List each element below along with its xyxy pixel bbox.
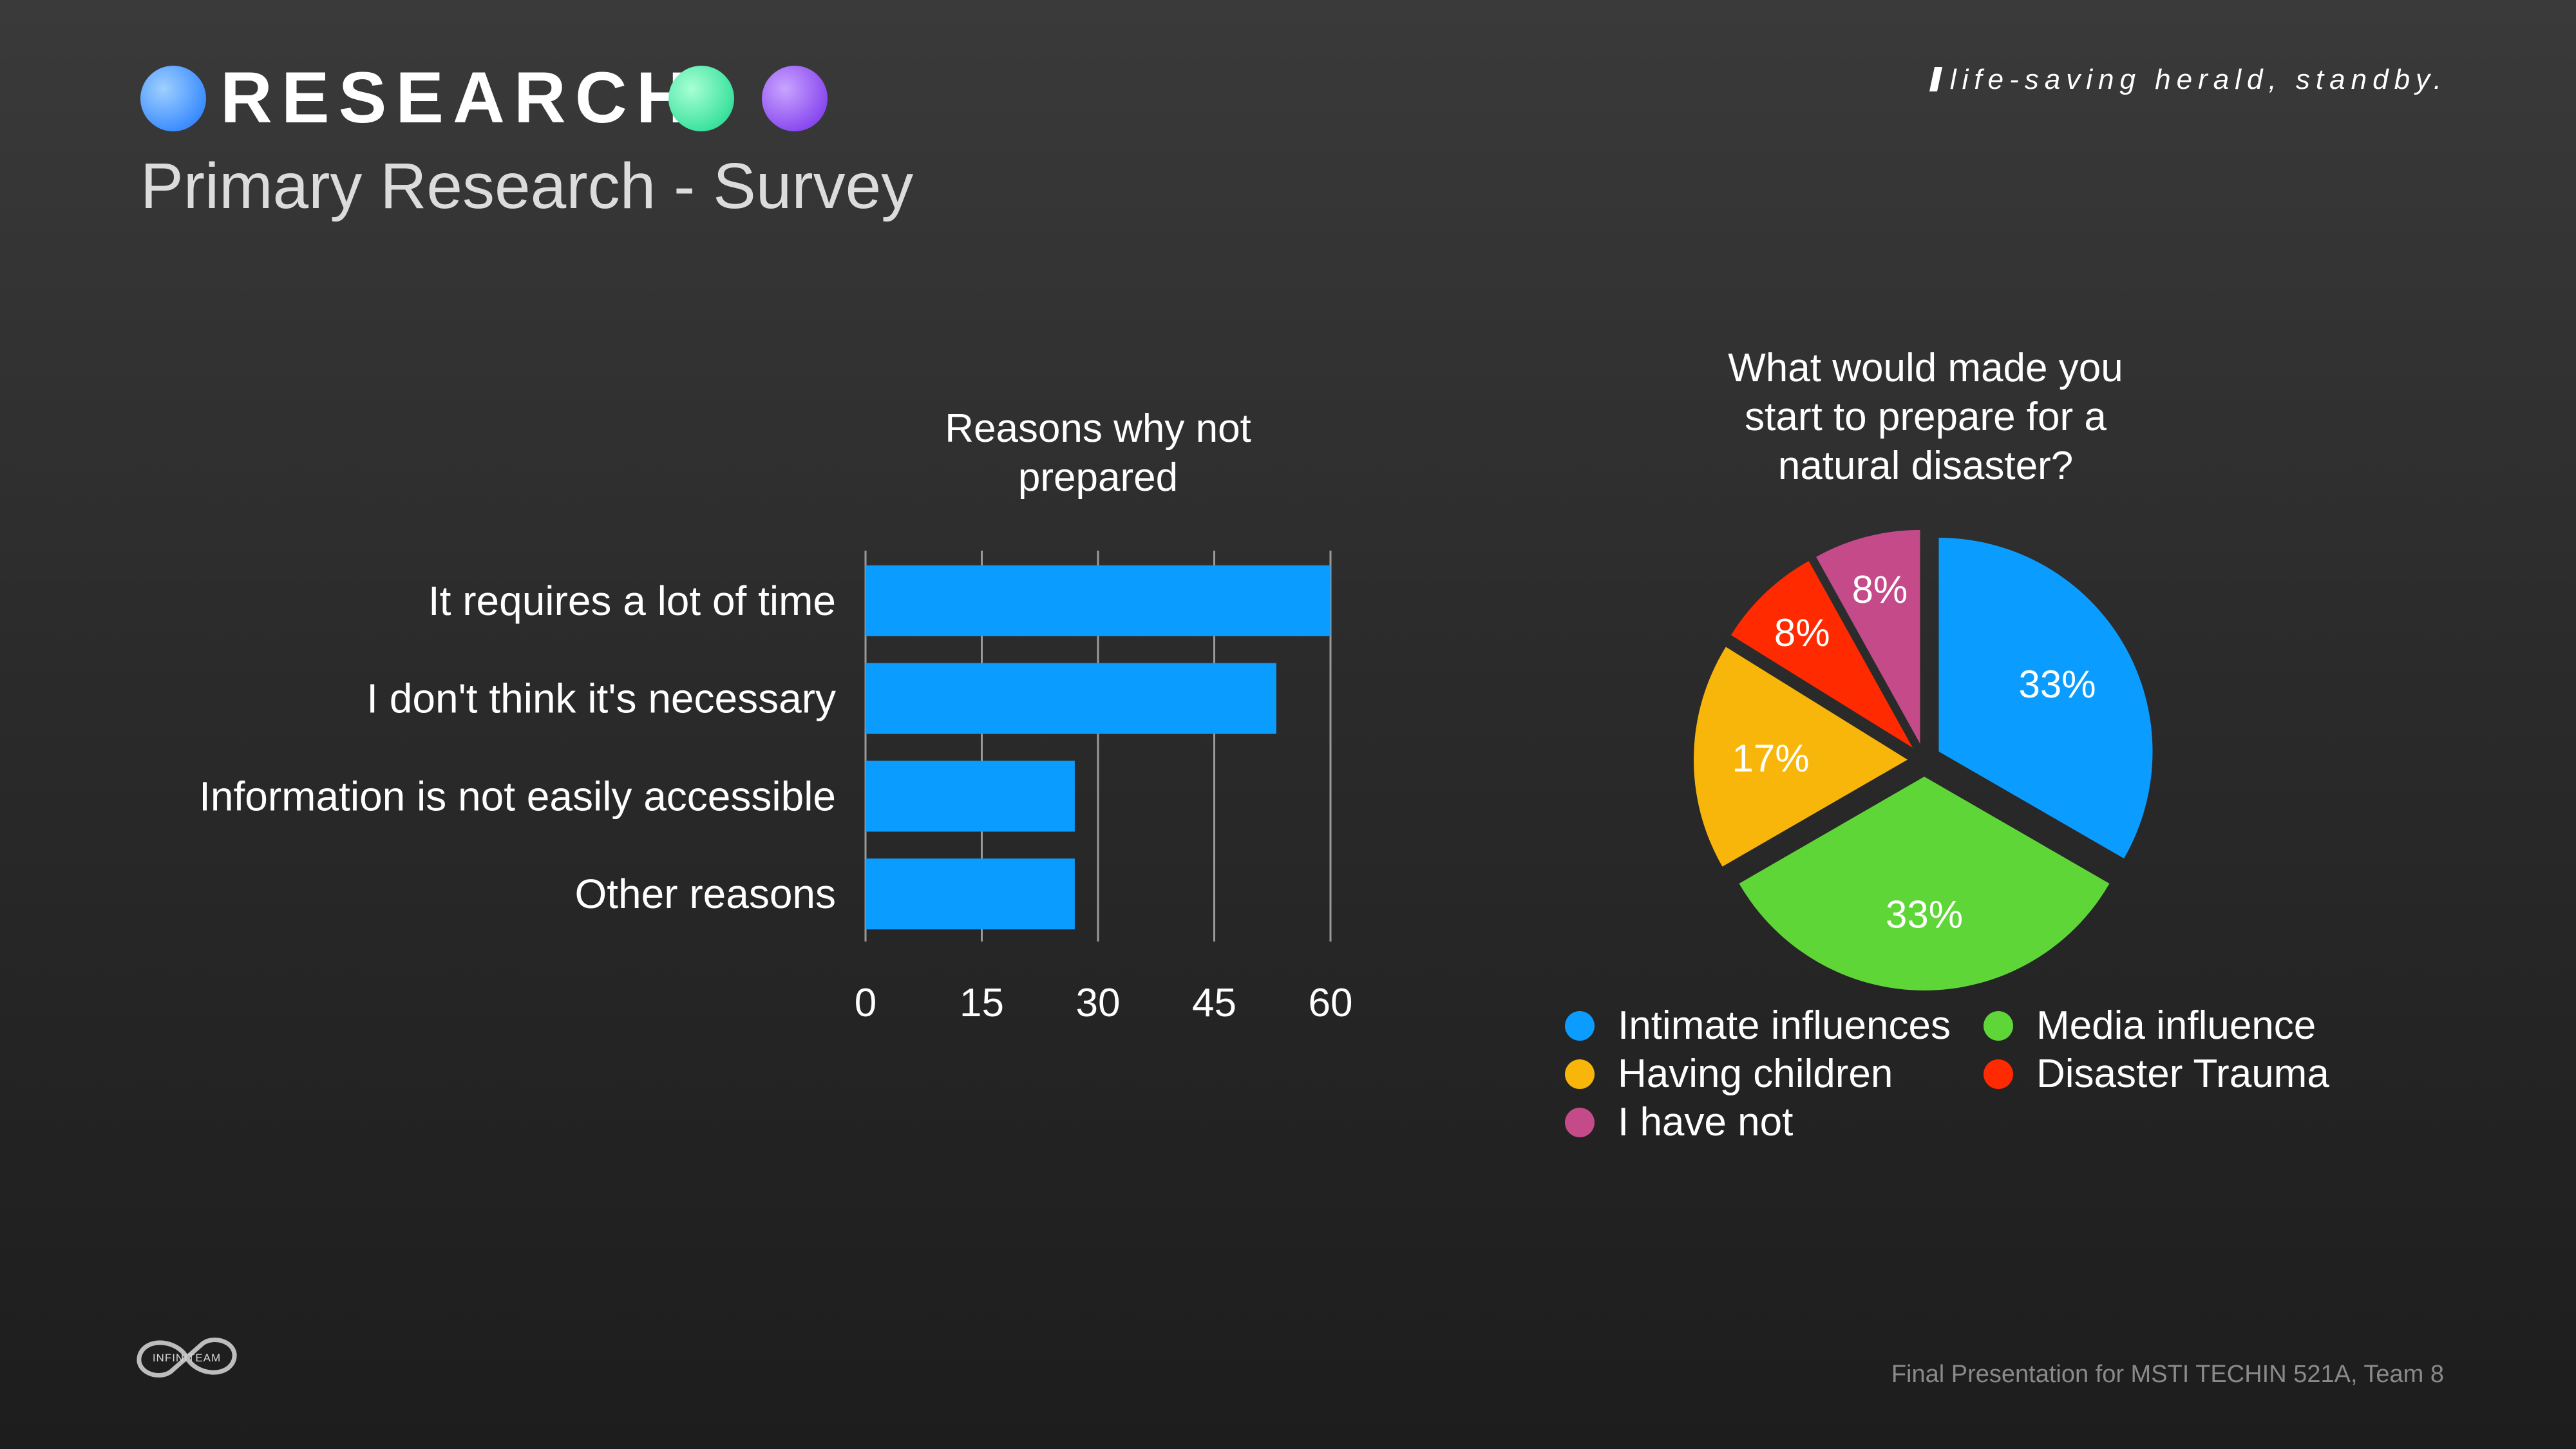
pie-slice (1694, 647, 1908, 867)
legend-label: Media influence (2036, 1003, 2316, 1048)
page-subtitle: Primary Research - Survey (140, 150, 914, 222)
x-tick-label: 60 (1309, 981, 1353, 1025)
pie-chart-title: What would made you start to prepare for… (1728, 346, 2123, 488)
slice-label: 33% (2018, 663, 2096, 706)
blue-dot-icon (140, 66, 206, 131)
green-dot-icon (668, 66, 734, 131)
purple-dot-icon (762, 66, 828, 131)
legend-swatch-icon (1565, 1011, 1595, 1041)
category-label: Information is not easily accessible (199, 773, 836, 819)
footer-text: Final Presentation for MSTI TECHIN 521A,… (1891, 1361, 2444, 1388)
pie-slice (1816, 529, 1920, 744)
legend-item: Intimate influences (1565, 1002, 1951, 1050)
pie-slice (1938, 538, 2153, 858)
legend-swatch-icon (1565, 1059, 1595, 1089)
bar (866, 858, 1075, 930)
legend-item: Disaster Trauma (1984, 1050, 2329, 1098)
pie-slice (1739, 777, 2110, 990)
slice-label: 17% (1732, 737, 1810, 780)
x-tick-label: 45 (1192, 981, 1236, 1025)
x-tick-label: 30 (1076, 981, 1121, 1025)
bar-chart-title: Reasons why not prepared (945, 406, 1251, 500)
logo-text: INFINITEAM (153, 1352, 221, 1364)
bar (866, 663, 1276, 734)
legend-item: Media influence (1984, 1002, 2316, 1050)
section-title: RESEARCH (220, 57, 697, 138)
category-label: It requires a lot of time (428, 578, 836, 624)
category-label: Other reasons (574, 871, 836, 917)
legend-swatch-icon (1984, 1011, 2013, 1041)
legend-label: Having children (1618, 1052, 1893, 1096)
x-tick-label: 0 (855, 981, 876, 1025)
legend-label: I have not (1618, 1100, 1794, 1144)
infiniteam-logo-icon: INFINITEAM (137, 1338, 237, 1378)
legend-swatch-icon (1984, 1059, 2013, 1089)
legend-item: Having children (1565, 1050, 1893, 1098)
bar (866, 565, 1331, 636)
tagline-text: life-saving herald, standby. (1949, 64, 2447, 95)
category-label: I don't think it's necessary (366, 676, 836, 722)
legend-item: I have not (1565, 1099, 1793, 1146)
legend-label: Intimate influences (1618, 1003, 1951, 1048)
bar (866, 761, 1075, 832)
tagline: life-saving herald, standby. (1929, 62, 2447, 98)
legend-swatch-icon (1565, 1108, 1595, 1137)
pie-slice (1730, 561, 1913, 748)
slice-label: 8% (1852, 568, 1908, 611)
slice-label: 8% (1774, 611, 1830, 654)
legend-label: Disaster Trauma (2036, 1052, 2329, 1096)
slice-label: 33% (1886, 893, 1963, 936)
x-tick-label: 15 (960, 981, 1004, 1025)
